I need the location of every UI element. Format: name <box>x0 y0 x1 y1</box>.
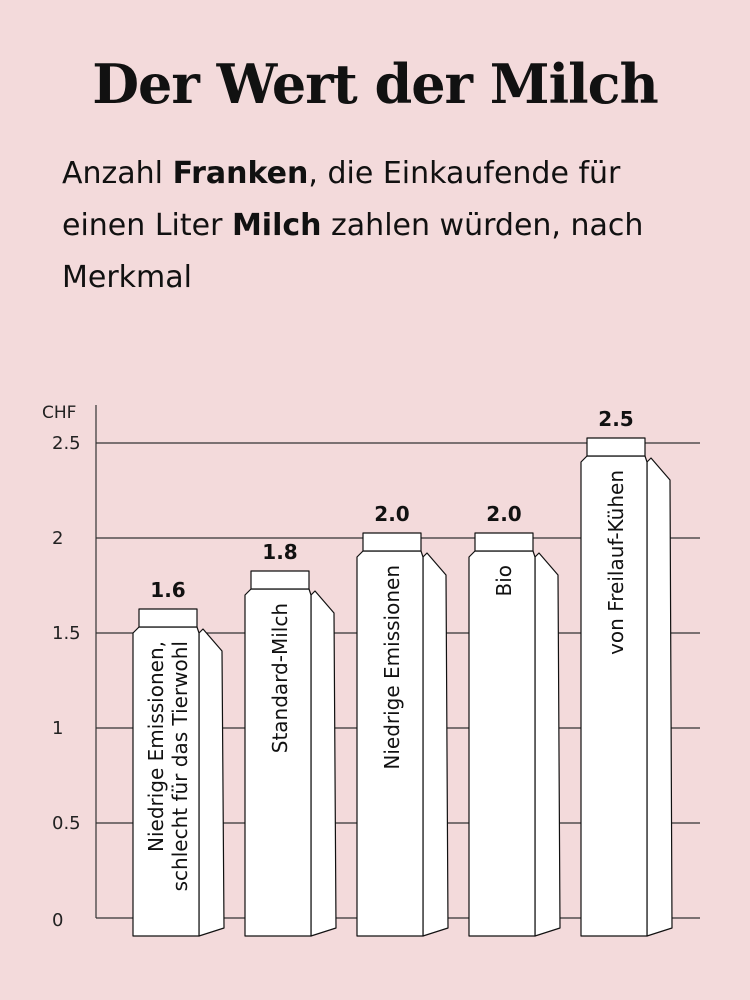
bar-category-label: schlecht für das Tierwohl <box>168 641 192 891</box>
bar-category-label: Standard-Milch <box>268 603 292 753</box>
carton-side <box>646 457 673 937</box>
y-tick-label: 0.5 <box>52 813 81 834</box>
subtitle-part-3: zahlen würden, nach Merkmal <box>62 208 644 295</box>
subtitle-bold-milk: Milch <box>231 208 322 243</box>
milk-carton-bar: 1.8 Standard-Milch <box>244 540 337 937</box>
carton-side <box>534 552 561 937</box>
chart-subtitle: Anzahl Franken, die Einkaufende für eine… <box>62 148 702 304</box>
chart-title: Der Wert der Milch <box>92 52 659 116</box>
carton-side <box>422 552 449 937</box>
bar-category-label: Niedrige Emissionen, <box>144 641 168 852</box>
y-tick-label: 2.5 <box>52 433 81 454</box>
milk-carton-bar: 2.0 Niedrige Emissionen <box>356 502 449 937</box>
carton-cap <box>250 570 310 590</box>
bar-value-label: 2.5 <box>598 407 633 431</box>
carton-cap <box>586 437 646 457</box>
subtitle-part-1: Anzahl <box>62 156 173 191</box>
subtitle-bold-francs: Franken <box>172 156 309 191</box>
carton-cap <box>474 532 534 552</box>
carton-front <box>468 550 536 937</box>
bar-category-label: Niedrige Emissionen <box>380 565 404 770</box>
carton-cap <box>362 532 422 552</box>
y-tick-label: 0 <box>52 910 63 931</box>
milk-carton-bar: 2.5 von Freilauf-Kühen <box>580 407 673 937</box>
bar-category-label: Bio <box>492 565 516 597</box>
y-tick-label: 2 <box>52 528 63 549</box>
bar-value-label: 1.8 <box>262 540 297 564</box>
milk-carton-bar: 1.6 Niedrige Emissionen, schlecht für das … <box>132 578 225 937</box>
carton-cap <box>138 608 198 628</box>
milk-carton-bar: 2.0 Bio <box>468 502 561 937</box>
carton-side <box>310 590 337 937</box>
y-tick-label: 1 <box>52 718 63 739</box>
subtitle-part-2: , die Einkaufende für einen Liter <box>62 156 621 243</box>
carton-side <box>198 628 225 937</box>
y-unit-label: CHF <box>42 403 76 423</box>
bar-category-label: von Freilauf-Kühen <box>604 470 628 655</box>
bar-value-label: 2.0 <box>374 502 409 526</box>
bar-value-label: 1.6 <box>150 578 185 602</box>
bar-value-label: 2.0 <box>486 502 521 526</box>
y-tick-label: 1.5 <box>52 623 81 644</box>
